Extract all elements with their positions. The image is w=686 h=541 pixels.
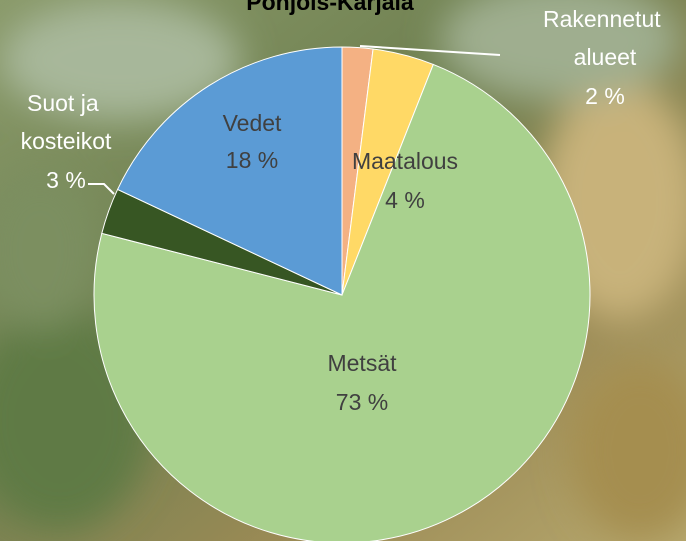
slice-label: Maatalous xyxy=(352,148,458,174)
value-label: 3 % xyxy=(46,167,86,193)
value-label: 2 % xyxy=(585,83,625,109)
value-label: 18 % xyxy=(226,147,278,173)
slice-label: Suot ja kosteikot xyxy=(21,90,112,154)
value-label: 73 % xyxy=(336,389,388,415)
value-label: 4 % xyxy=(385,187,425,213)
pie-slice xyxy=(93,63,591,541)
leader-line xyxy=(88,183,115,195)
slice-label: Vedet xyxy=(223,110,282,136)
slice-label: Metsät xyxy=(327,350,397,376)
chart-title: Pohjois-Karjala xyxy=(246,0,414,15)
leader-line xyxy=(359,45,501,56)
slice-label: Rakennetut alueet xyxy=(543,6,667,70)
pie-slice xyxy=(116,46,343,296)
